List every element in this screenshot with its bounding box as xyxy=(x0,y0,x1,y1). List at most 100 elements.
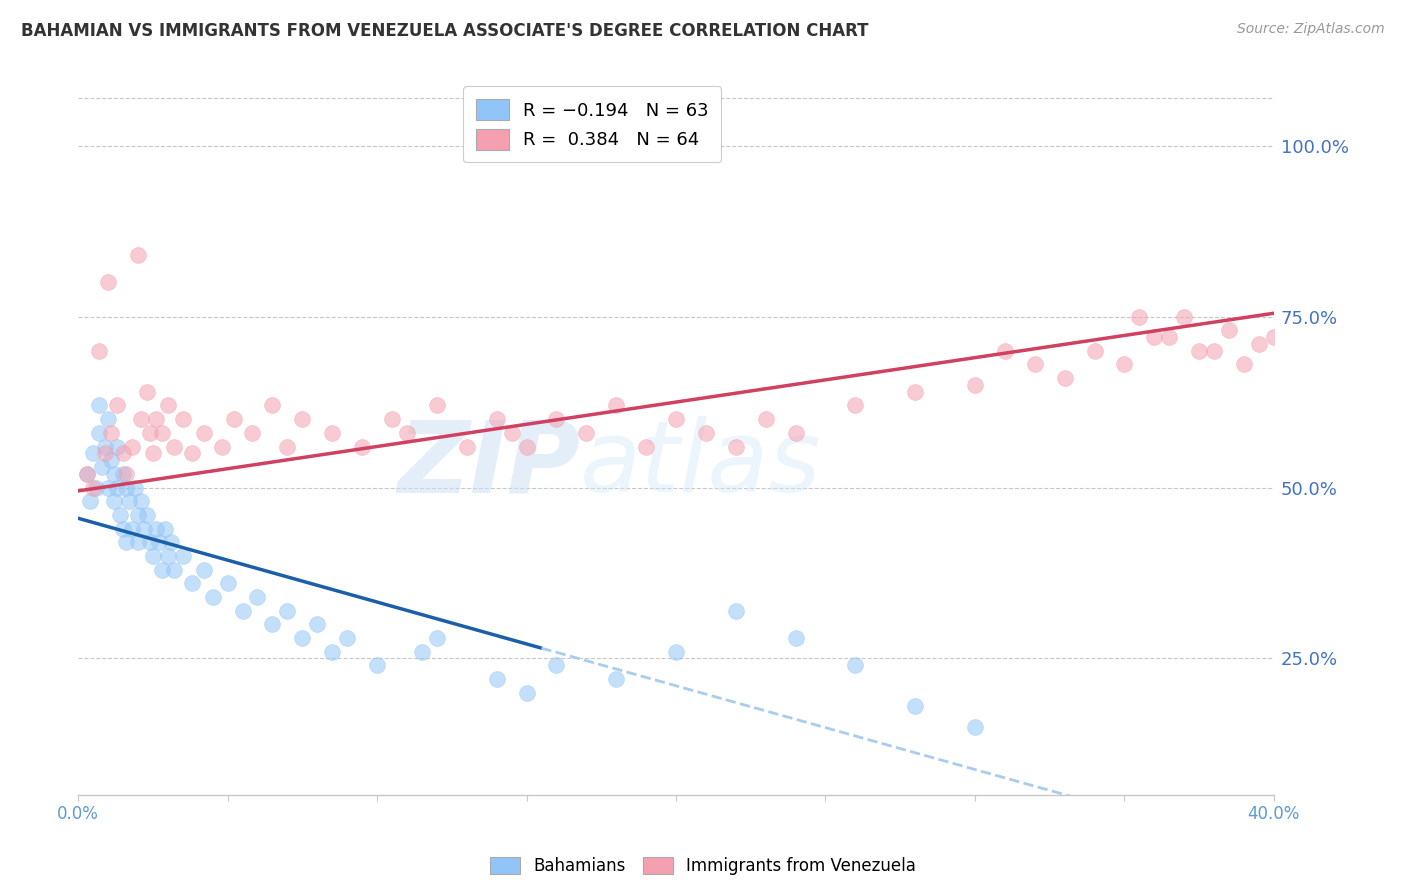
Point xyxy=(291,412,314,426)
Point xyxy=(231,603,253,617)
Point xyxy=(695,425,717,440)
Point xyxy=(785,631,807,645)
Point xyxy=(724,440,747,454)
Point xyxy=(211,440,233,454)
Point xyxy=(904,699,927,714)
Point xyxy=(87,343,110,358)
Point xyxy=(145,412,167,426)
Text: Source: ZipAtlas.com: Source: ZipAtlas.com xyxy=(1237,22,1385,37)
Point xyxy=(426,399,449,413)
Point xyxy=(111,522,134,536)
Point xyxy=(153,522,176,536)
Point xyxy=(456,440,478,454)
Point xyxy=(485,672,508,686)
Point xyxy=(307,617,329,632)
Point xyxy=(575,425,598,440)
Point xyxy=(142,549,165,563)
Point xyxy=(148,535,170,549)
Point xyxy=(139,535,162,549)
Point xyxy=(1204,343,1226,358)
Point xyxy=(844,399,866,413)
Point xyxy=(79,494,101,508)
Point xyxy=(118,494,141,508)
Point xyxy=(121,440,143,454)
Point xyxy=(1143,330,1166,344)
Point xyxy=(665,644,688,658)
Point xyxy=(366,658,388,673)
Point xyxy=(1173,310,1195,324)
Point xyxy=(515,440,537,454)
Point xyxy=(129,412,152,426)
Point xyxy=(91,460,114,475)
Text: ZIP: ZIP xyxy=(398,417,581,514)
Point xyxy=(395,425,418,440)
Point xyxy=(262,617,284,632)
Point xyxy=(172,549,194,563)
Point xyxy=(755,412,778,426)
Point xyxy=(180,446,202,460)
Point xyxy=(546,658,568,673)
Point xyxy=(1024,358,1046,372)
Point xyxy=(105,481,128,495)
Point xyxy=(172,412,194,426)
Point xyxy=(100,453,122,467)
Point xyxy=(84,481,107,495)
Legend: R = −0.194   N = 63, R =  0.384   N = 64: R = −0.194 N = 63, R = 0.384 N = 64 xyxy=(464,87,721,162)
Point xyxy=(121,522,143,536)
Point xyxy=(159,535,181,549)
Point xyxy=(156,399,179,413)
Point xyxy=(97,276,120,290)
Point xyxy=(246,590,269,604)
Point xyxy=(76,467,98,481)
Point xyxy=(111,446,134,460)
Point xyxy=(150,425,173,440)
Point xyxy=(1083,343,1105,358)
Point xyxy=(139,425,162,440)
Point xyxy=(1218,323,1240,337)
Point xyxy=(844,658,866,673)
Point xyxy=(963,720,986,734)
Point xyxy=(127,248,149,262)
Point xyxy=(135,384,157,399)
Point xyxy=(291,631,314,645)
Point xyxy=(240,425,263,440)
Point xyxy=(82,481,104,495)
Point xyxy=(97,481,120,495)
Point xyxy=(1233,358,1256,372)
Point xyxy=(76,467,98,481)
Point xyxy=(1114,358,1136,372)
Point xyxy=(546,412,568,426)
Point xyxy=(115,481,138,495)
Point xyxy=(636,440,658,454)
Point xyxy=(217,576,239,591)
Point xyxy=(276,440,298,454)
Point xyxy=(163,562,186,576)
Point xyxy=(180,576,202,591)
Point xyxy=(321,425,343,440)
Point xyxy=(336,631,359,645)
Point xyxy=(201,590,224,604)
Point xyxy=(127,508,149,522)
Point xyxy=(87,399,110,413)
Point xyxy=(94,440,117,454)
Point xyxy=(276,603,298,617)
Point xyxy=(97,412,120,426)
Point xyxy=(100,425,122,440)
Point xyxy=(605,399,627,413)
Point xyxy=(665,412,688,426)
Point xyxy=(501,425,523,440)
Point xyxy=(262,399,284,413)
Point xyxy=(115,467,138,481)
Point xyxy=(142,446,165,460)
Point xyxy=(963,378,986,392)
Point xyxy=(1053,371,1076,385)
Point xyxy=(515,685,537,699)
Point xyxy=(135,508,157,522)
Point xyxy=(1159,330,1181,344)
Point xyxy=(115,535,138,549)
Point xyxy=(156,549,179,563)
Point xyxy=(1188,343,1211,358)
Point xyxy=(108,508,131,522)
Point xyxy=(785,425,807,440)
Point xyxy=(1247,337,1270,351)
